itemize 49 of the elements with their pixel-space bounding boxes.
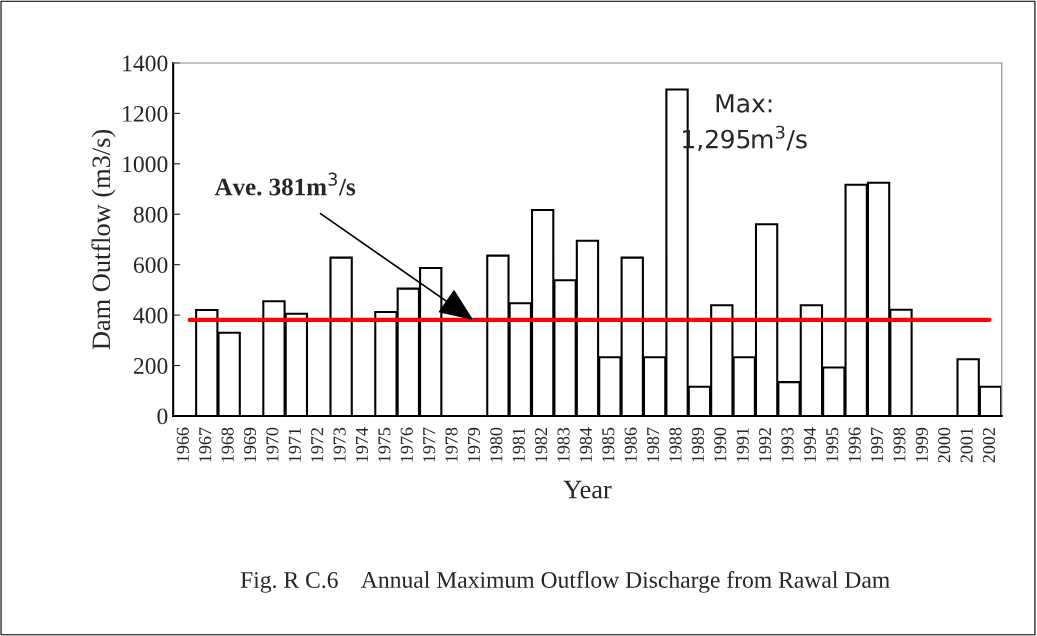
y-tick-label: 1000 (123, 156, 168, 173)
x-tick-label: 1986 (624, 427, 637, 462)
x-tick-label: 1976 (400, 427, 413, 462)
x-tick-label: 2001 (960, 428, 973, 463)
y-tick-label: 1400 (123, 55, 168, 72)
x-tick-label: 1974 (355, 427, 369, 462)
x-tick-label: 1968 (221, 427, 234, 462)
x-tick-label: 1966 (176, 427, 189, 462)
y-tick-label: 800 (133, 206, 168, 223)
x-tick-label: 1982 (535, 428, 548, 462)
y-tick-label: 600 (133, 257, 168, 274)
x-tick-label: 1975 (378, 427, 391, 462)
x-tick-label: 1997 (870, 427, 884, 462)
x-tick-label: 1980 (490, 427, 503, 462)
x-tick-label: 1992 (758, 428, 772, 462)
x-tick-label: 1990 (714, 427, 727, 462)
x-tick-label: 1998 (893, 427, 906, 462)
x-tick-label: 1969 (243, 427, 257, 462)
x-tick-label: 1983 (557, 427, 570, 462)
y-tick-label: 0 (157, 408, 168, 425)
y-tick-label: 400 (133, 307, 168, 324)
y-axis-title: Dam Outflow (m3/s) (91, 129, 116, 350)
x-tick-label: 2002 (982, 428, 996, 463)
x-tick-label: 1977 (423, 427, 436, 462)
x-tick-label: 1989 (691, 427, 704, 462)
y-tick-label: 1200 (123, 105, 168, 122)
x-tick-label: 1978 (445, 427, 458, 462)
x-tick-label: 1967 (199, 427, 212, 462)
x-tick-label: 1987 (646, 427, 660, 462)
x-tick-label: 1995 (826, 427, 839, 462)
x-tick-label: 1991 (736, 428, 749, 462)
x-axis-title: Year (563, 480, 612, 499)
x-tick-label: 1985 (602, 427, 615, 462)
y-tick-label: 200 (133, 358, 168, 374)
x-tick-label: 1971 (288, 428, 301, 462)
x-tick-label: 1994 (803, 427, 816, 462)
x-tick-label: 1996 (848, 427, 861, 462)
x-tick-label: 2000 (938, 427, 951, 463)
ref-line-label: Ave. 381m$^{3}$/s (214, 172, 356, 196)
x-tick-label: 1981 (512, 428, 525, 462)
x-tick-label: 1993 (781, 427, 794, 462)
x-tick-label: 1999 (915, 427, 928, 462)
x-tick-label: 1972 (311, 428, 324, 462)
x-tick-label: 1984 (579, 427, 592, 462)
x-tick-label: 1973 (333, 427, 346, 462)
text: Fig. R C.6 Annual Maximum Outflow Discharge from Rawal Dam (240, 571, 890, 593)
x-tick-label: 1970 (266, 427, 279, 462)
x-tick-label: 1979 (467, 427, 481, 462)
x-tick-label: 1988 (669, 427, 682, 462)
